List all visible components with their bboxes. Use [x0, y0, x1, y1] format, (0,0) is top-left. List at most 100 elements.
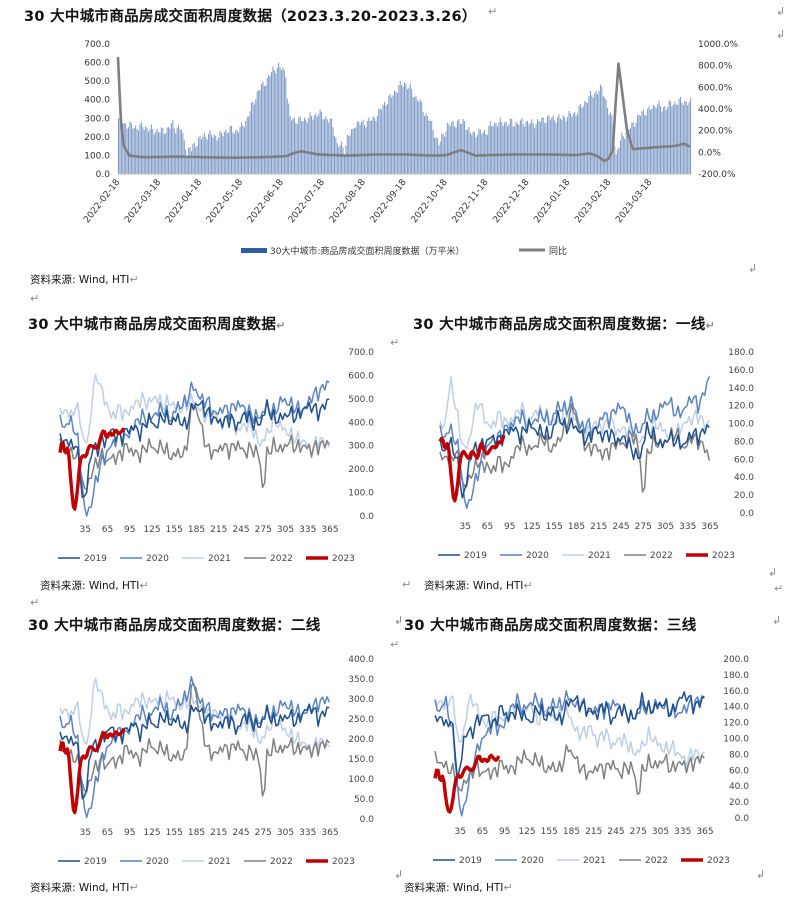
bar [223, 131, 225, 174]
bar [548, 115, 550, 174]
bar [361, 121, 363, 174]
legend-label-2022: 2022 [270, 554, 293, 564]
bar [685, 101, 687, 174]
bar [531, 119, 533, 174]
y-tick-label: 0.0 [96, 170, 111, 180]
x-tick-label: 365 [701, 522, 718, 532]
bar [674, 101, 676, 174]
x-tick-label: 2022-02-18 [82, 177, 122, 225]
bar [178, 124, 180, 174]
bar [605, 99, 607, 174]
anchor-mark: ↲ [394, 868, 404, 881]
x-tick-label: 65 [477, 827, 488, 837]
y-tick-label: 700.0 [84, 40, 110, 50]
bar [365, 127, 367, 174]
bar [532, 123, 534, 174]
bar [133, 127, 135, 174]
bar [153, 134, 155, 174]
series-line-2019 [59, 703, 330, 800]
bar [595, 91, 597, 174]
x-tick-label: 335 [299, 525, 316, 535]
y2-tick-label: 200.0% [698, 127, 733, 137]
legend-label-2019: 2019 [464, 551, 487, 561]
bar [438, 145, 440, 174]
bar [551, 117, 553, 174]
bar [521, 118, 523, 174]
bar [235, 130, 237, 174]
bar [614, 146, 616, 174]
bar [416, 100, 418, 174]
bar [308, 117, 310, 174]
bar [687, 105, 689, 174]
bar [608, 114, 610, 174]
bar [179, 129, 181, 174]
x-tick-label: 2022-03-18 [123, 177, 163, 225]
bar [406, 89, 408, 174]
bar [190, 151, 192, 174]
bar [558, 114, 560, 174]
bar [577, 113, 579, 174]
bar [311, 115, 313, 174]
y2-tick-label: -200.0% [698, 170, 736, 180]
bar [534, 128, 536, 174]
main-chart: 0.0 100.0 200.0 300.0 400.0 500.0 600.0 700.0 -2… [82, 40, 738, 257]
bar [445, 131, 447, 174]
bar [345, 145, 347, 174]
bar [265, 85, 267, 174]
paragraph-mark: ↵ [30, 596, 40, 609]
bar [454, 126, 456, 174]
bar [173, 128, 175, 174]
x-tick-label: 305 [277, 828, 294, 838]
bar [484, 130, 486, 174]
x-tick-label: 275 [255, 525, 272, 535]
x-tick-label: 245 [612, 522, 629, 532]
bar [458, 118, 460, 174]
bar [659, 106, 661, 174]
bar [567, 117, 569, 174]
x-tick-label: 185 [188, 525, 205, 535]
bar [138, 130, 140, 174]
bar [279, 67, 281, 174]
bar [258, 90, 260, 174]
bar [429, 120, 431, 174]
bar [557, 117, 559, 174]
bar [341, 141, 343, 174]
bar [288, 103, 290, 174]
bar [256, 91, 258, 174]
series-line-2020 [439, 376, 710, 509]
bar [617, 149, 619, 174]
x-tick-label: 2022-09-18 [369, 177, 409, 225]
bar [641, 111, 643, 174]
bar [322, 119, 324, 174]
bar [488, 125, 490, 174]
bar [399, 80, 401, 174]
bar [652, 104, 654, 174]
bar [425, 113, 427, 174]
bar [162, 127, 164, 174]
bar [351, 129, 353, 174]
y-tick-label: 700.0 [348, 348, 374, 358]
series-line-2023 [58, 427, 126, 511]
y-tick-label: 180.0 [728, 348, 754, 358]
series-line-2019 [59, 398, 330, 499]
x-tick-label: 125 [143, 828, 160, 838]
bar [547, 115, 549, 174]
x-tick-label: 275 [255, 828, 272, 838]
bar [355, 127, 357, 174]
x-tick-label: 335 [674, 827, 691, 837]
bar [136, 129, 138, 174]
bar [338, 147, 340, 174]
bar [319, 109, 321, 174]
bar [452, 120, 454, 174]
bar [212, 137, 214, 174]
bar [272, 66, 274, 174]
bar [210, 135, 212, 174]
bar [158, 132, 160, 174]
x-tick-label: 305 [652, 827, 669, 837]
bar [536, 119, 539, 174]
bar [275, 73, 277, 174]
legend-label-2023: 2023 [332, 857, 355, 867]
bar [230, 125, 232, 174]
bar [283, 70, 285, 174]
y-tick-label: 180.0 [723, 671, 749, 681]
